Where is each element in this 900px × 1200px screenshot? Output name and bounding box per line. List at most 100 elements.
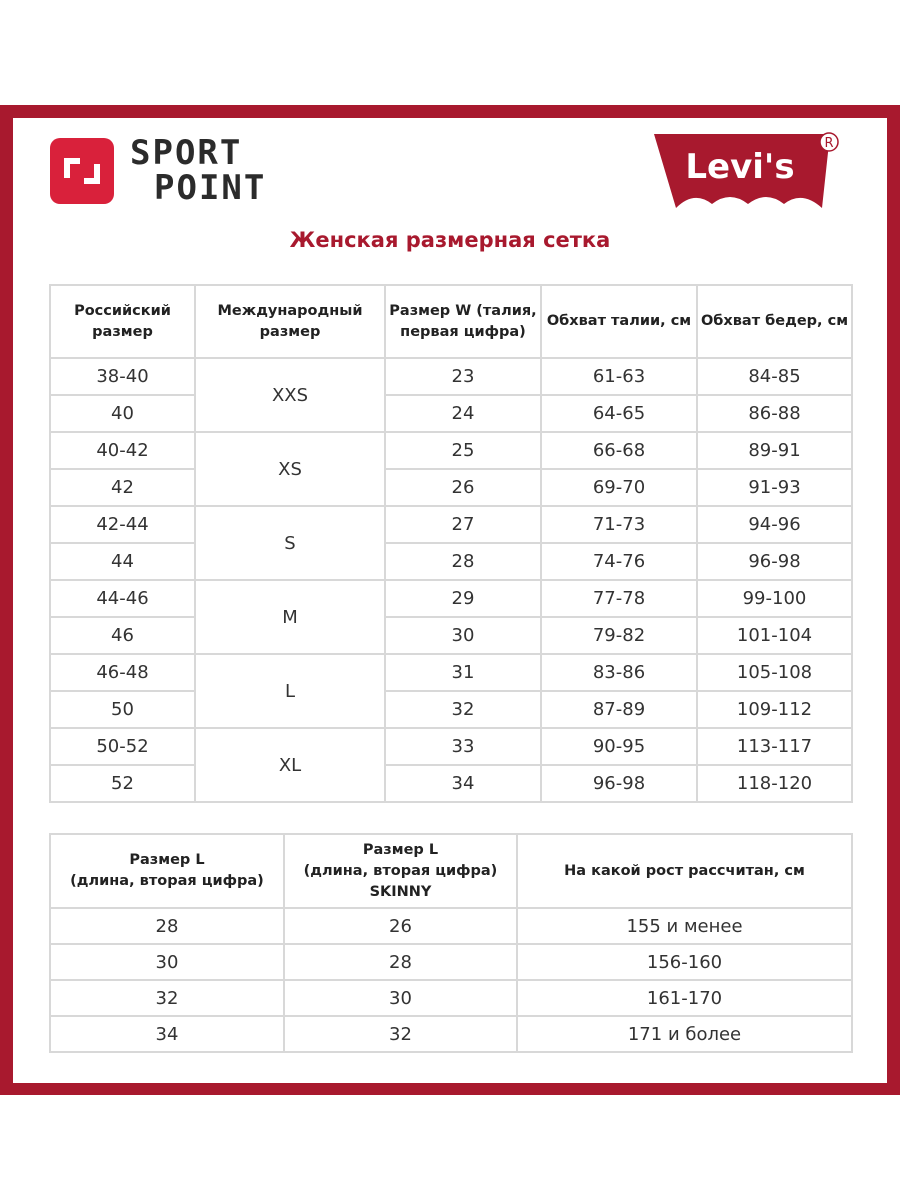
column-header: Международный размер: [194, 284, 386, 359]
w-size-cell: 32: [384, 690, 542, 729]
height-cell: 155 и менее: [516, 907, 853, 945]
w-size-cell: 30: [384, 616, 542, 655]
w-size-cell: 25: [384, 431, 542, 470]
russian-size-cell: 46-48: [49, 653, 196, 692]
international-size-cell: XXS: [194, 357, 386, 433]
table-row: 34 32 171 и более: [49, 1015, 853, 1053]
hips-cell: 94-96: [696, 505, 853, 544]
waist-cell: 96-98: [540, 764, 698, 803]
levis-wordmark: Levi's: [685, 147, 794, 187]
table-row: 46-48 L 31 83-86 105-108: [49, 653, 853, 729]
table-row: 28 26 155 и менее: [49, 907, 853, 945]
waist-cell: 87-89: [540, 690, 698, 729]
column-header: Российский размер: [49, 284, 196, 359]
table-row: 40-42 XS 25 66-68 89-91: [49, 431, 853, 507]
international-size-cell: XL: [194, 727, 386, 803]
skinny-length-cell: 28: [283, 943, 518, 981]
waist-cell: 66-68: [540, 431, 698, 470]
russian-size-cell: 44: [49, 542, 196, 581]
height-cell: 161-170: [516, 979, 853, 1017]
column-header: Размер L (длина, вторая цифра) SKINNY: [283, 833, 518, 909]
hips-cell: 96-98: [696, 542, 853, 581]
hips-cell: 86-88: [696, 394, 853, 433]
table-row: 46 30 79-82 101-104: [49, 616, 853, 655]
table-row: 52 34 96-98 118-120: [49, 764, 853, 803]
russian-size-cell: 42: [49, 468, 196, 507]
table-row: 32 30 161-170: [49, 979, 853, 1017]
hips-cell: 101-104: [696, 616, 853, 655]
length-cell: 32: [49, 979, 285, 1017]
russian-size-cell: 40: [49, 394, 196, 433]
length-cell: 34: [49, 1015, 285, 1053]
international-size-cell: XS: [194, 431, 386, 507]
hips-cell: 84-85: [696, 357, 853, 396]
waist-cell: 79-82: [540, 616, 698, 655]
w-size-cell: 29: [384, 579, 542, 618]
russian-size-cell: 44-46: [49, 579, 196, 618]
russian-size-cell: 50: [49, 690, 196, 729]
russian-size-cell: 52: [49, 764, 196, 803]
w-size-cell: 27: [384, 505, 542, 544]
skinny-length-cell: 26: [283, 907, 518, 945]
length-cell: 28: [49, 907, 285, 945]
sport-point-wordmark: SPORT POINT: [130, 136, 266, 206]
brand-line-1: SPORT: [130, 133, 243, 173]
hips-cell: 89-91: [696, 431, 853, 470]
sport-point-logo-icon: [50, 138, 114, 204]
table-row: 42-44 S 27 71-73 94-96: [49, 505, 853, 581]
table-row: 40 24 64-65 86-88: [49, 394, 853, 433]
russian-size-cell: 50-52: [49, 727, 196, 766]
w-size-cell: 31: [384, 653, 542, 692]
waist-cell: 69-70: [540, 468, 698, 507]
length-cell: 30: [49, 943, 285, 981]
column-header: Размер W (талия, первая цифра): [384, 284, 542, 359]
column-header: На какой рост рассчитан, см: [516, 833, 853, 909]
russian-size-cell: 46: [49, 616, 196, 655]
hips-cell: 105-108: [696, 653, 853, 692]
hips-cell: 113-117: [696, 727, 853, 766]
levis-logo: Levi's R: [654, 132, 846, 218]
skinny-length-cell: 32: [283, 1015, 518, 1053]
table-row: 38-40 XXS 23 61-63 84-85: [49, 357, 853, 433]
page-title: Женская размерная сетка: [289, 228, 611, 252]
waist-cell: 77-78: [540, 579, 698, 618]
international-size-cell: S: [194, 505, 386, 581]
height-cell: 156-160: [516, 943, 853, 981]
russian-size-cell: 38-40: [49, 357, 196, 396]
length-table: Размер L (длина, вторая цифра) Размер L (…: [49, 833, 853, 1053]
w-size-cell: 34: [384, 764, 542, 803]
waist-cell: 64-65: [540, 394, 698, 433]
international-size-cell: M: [194, 579, 386, 655]
international-size-cell: L: [194, 653, 386, 729]
w-size-cell: 28: [384, 542, 542, 581]
waist-cell: 83-86: [540, 653, 698, 692]
waist-cell: 90-95: [540, 727, 698, 766]
table-row: 50-52 XL 33 90-95 113-117: [49, 727, 853, 803]
table-row: 44 28 74-76 96-98: [49, 542, 853, 581]
table-row: 30 28 156-160: [49, 943, 853, 981]
brand-line-2: POINT: [154, 168, 267, 208]
column-header: Обхват бедер, см: [696, 284, 853, 359]
table-row: 44-46 M 29 77-78 99-100: [49, 579, 853, 655]
w-size-cell: 33: [384, 727, 542, 766]
hips-cell: 109-112: [696, 690, 853, 729]
size-table: Российский размер Международный размер Раз…: [49, 284, 853, 803]
w-size-cell: 26: [384, 468, 542, 507]
w-size-cell: 23: [384, 357, 542, 396]
hips-cell: 91-93: [696, 468, 853, 507]
waist-cell: 71-73: [540, 505, 698, 544]
w-size-cell: 24: [384, 394, 542, 433]
waist-cell: 61-63: [540, 357, 698, 396]
waist-cell: 74-76: [540, 542, 698, 581]
skinny-length-cell: 30: [283, 979, 518, 1017]
column-header: Обхват талии, см: [540, 284, 698, 359]
hips-cell: 118-120: [696, 764, 853, 803]
table-row: 50 32 87-89 109-112: [49, 690, 853, 729]
svg-text:R: R: [824, 136, 833, 151]
hips-cell: 99-100: [696, 579, 853, 618]
height-cell: 171 и более: [516, 1015, 853, 1053]
russian-size-cell: 42-44: [49, 505, 196, 544]
table-row: 42 26 69-70 91-93: [49, 468, 853, 507]
russian-size-cell: 40-42: [49, 431, 196, 470]
column-header: Размер L (длина, вторая цифра): [49, 833, 285, 909]
